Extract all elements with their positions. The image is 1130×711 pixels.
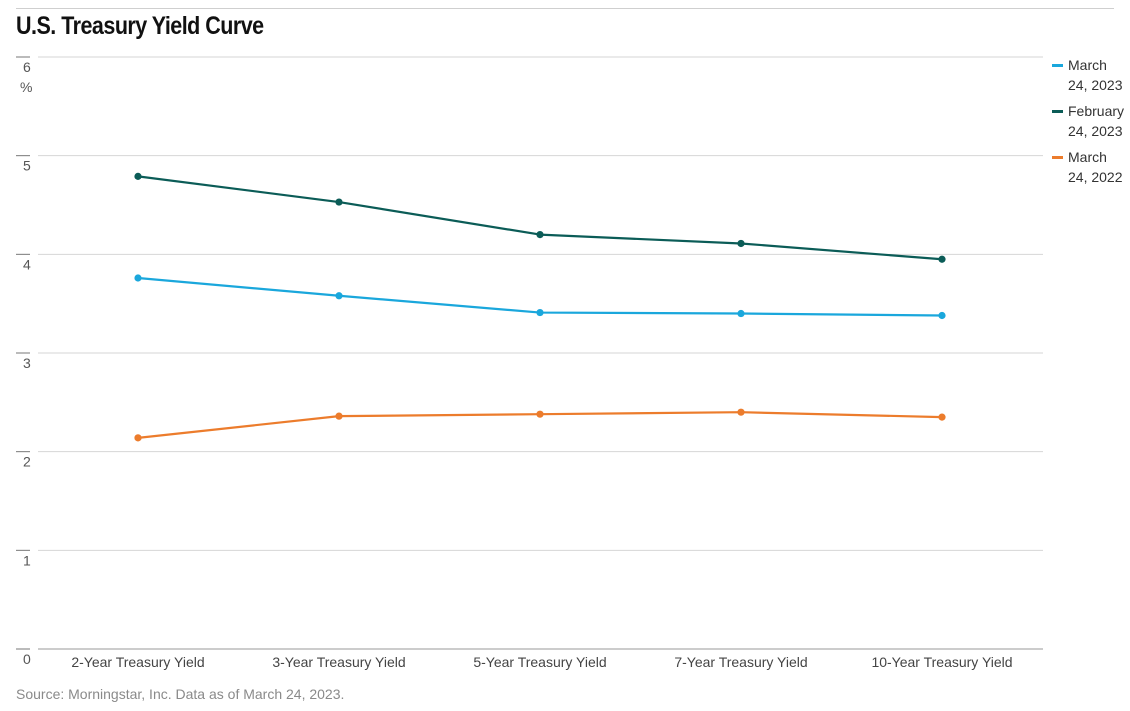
legend-label-0-0: March xyxy=(1068,57,1107,73)
legend-item-1: February 24, 2023 xyxy=(1052,101,1128,141)
legend: March 24, 2023 February 24, 2023 March 24, 20… xyxy=(1052,55,1128,193)
tick-label-x-0: 2-Year Treasury Yield xyxy=(71,654,204,670)
data-point-2-1 xyxy=(335,412,343,420)
data-point-0-3 xyxy=(737,309,745,318)
tick-label-x-2: 5-Year Treasury Yield xyxy=(473,654,606,670)
legend-item-0: March 24, 2023 xyxy=(1052,55,1128,95)
legend-label-0-1: 24, 2023 xyxy=(1068,77,1123,93)
data-point-0-2 xyxy=(536,308,544,317)
legend-swatch-1 xyxy=(1052,110,1063,113)
legend-label-1-0: February xyxy=(1068,103,1125,119)
data-point-1-4 xyxy=(938,255,946,263)
tick-label-y-1: 1 xyxy=(23,552,31,568)
tick-label-x-3: 7-Year Treasury Yield xyxy=(674,654,807,670)
series-line-1 xyxy=(137,175,943,261)
legend-label-1-1: 24, 2023 xyxy=(1068,123,1123,139)
grid-layer: 0 1 2 3 4 5 6% xyxy=(16,56,1043,667)
tick-label-y-6: 6 xyxy=(23,59,31,75)
data-point-1-0 xyxy=(134,172,142,180)
tick-label-x-4: 10-Year Treasury Yield xyxy=(871,654,1012,670)
tick-label-y-3: 3 xyxy=(23,355,31,371)
source-note: Source: Morningstar, Inc. Data as of Mar… xyxy=(16,686,345,702)
data-point-1-3 xyxy=(737,239,745,248)
data-point-2-4 xyxy=(938,413,946,421)
data-point-0-4 xyxy=(938,311,946,320)
tick-label-y-5: 5 xyxy=(23,158,31,174)
legend-swatch-0 xyxy=(1052,64,1063,67)
legend-item-2: March 24, 2022 xyxy=(1052,147,1128,187)
data-point-1-2 xyxy=(536,231,544,239)
x-tick-layer: 2-Year Treasury Yield 3-Year Treasury Yie… xyxy=(71,654,1012,670)
data-point-0-0 xyxy=(134,274,142,282)
chart-title: U.S. Treasury Yield Curve xyxy=(16,12,264,40)
tick-label-y-4: 4 xyxy=(23,256,31,272)
yield-curve-chart: 0 1 2 3 4 5 6% 2-Year Treasury Yield 3-Year Tre… xyxy=(16,56,1043,670)
legend-label-2-1: 24, 2022 xyxy=(1068,169,1123,185)
top-rule xyxy=(16,8,1114,9)
legend-swatch-2 xyxy=(1052,156,1063,159)
legend-label-2-0: March xyxy=(1068,149,1107,165)
data-point-0-1 xyxy=(335,292,343,300)
series-layer xyxy=(134,172,946,442)
y-axis-unit-label: % xyxy=(20,79,32,95)
data-point-2-0 xyxy=(134,434,142,442)
tick-label-x-1: 3-Year Treasury Yield xyxy=(272,654,405,670)
data-point-2-2 xyxy=(536,410,544,418)
data-point-2-3 xyxy=(737,408,745,416)
tick-label-y-0: 0 xyxy=(23,651,31,667)
data-point-1-1 xyxy=(335,198,343,206)
tick-label-y-2: 2 xyxy=(23,454,31,470)
